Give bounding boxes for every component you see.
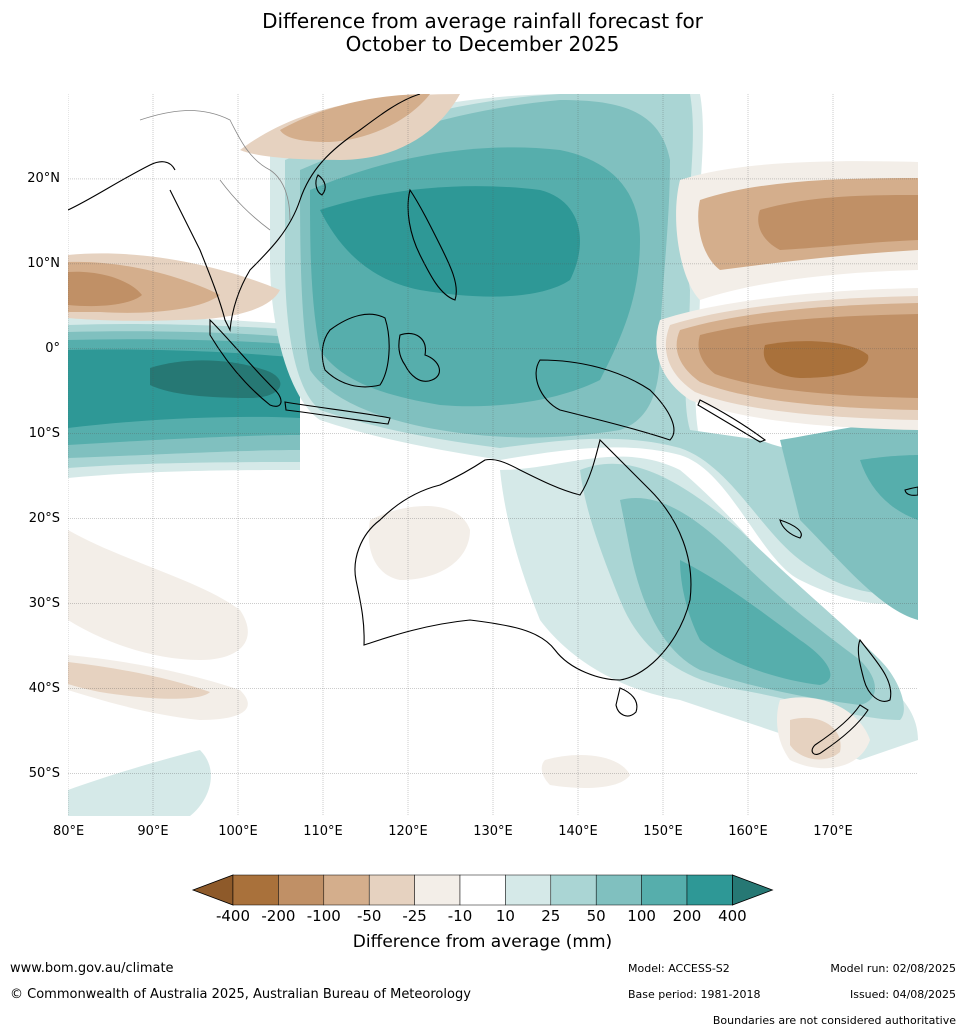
colorbar-swatch-7 <box>550 874 597 906</box>
australia-coastline <box>354 438 692 681</box>
colorbar-tick-7: 25 <box>541 907 561 925</box>
colorbar-swatch-9 <box>641 874 688 906</box>
colorbar-swatch-8 <box>595 874 642 906</box>
colorbar-swatch-1 <box>278 874 325 906</box>
dry-anomaly-south-china <box>240 94 460 160</box>
colorbar-tick-8: 50 <box>586 907 606 925</box>
new-zealand-north-island <box>857 638 892 702</box>
issued-date: Issued: 04/08/2025 <box>849 988 956 1001</box>
dry-anomaly-southern-ocean <box>68 506 870 788</box>
colorbar <box>191 874 774 906</box>
sumatra-coastline <box>209 318 282 407</box>
lon-label-170: 170°E <box>813 824 853 839</box>
colorbar-tick-2: -100 <box>306 907 341 925</box>
colorbar-tick-11: 400 <box>718 907 747 925</box>
dry-anomaly-north-pacific <box>676 161 918 300</box>
colorbar-tick-3: -50 <box>356 907 382 925</box>
wet-anomaly-south-pacific <box>780 420 918 620</box>
lat-label--20: 20°S <box>28 510 60 526</box>
colorbar-low-extend <box>191 874 234 906</box>
lat-label--10: 10°S <box>28 425 60 441</box>
map-title: Difference from average rainfall forecas… <box>0 10 965 56</box>
fiji-coastline <box>904 486 918 496</box>
title-line-2: October to December 2025 <box>345 32 620 56</box>
lat-label-0: 0° <box>45 340 60 356</box>
asia-coastline <box>169 94 421 332</box>
tasmania-coastline <box>615 687 638 717</box>
colorbar-swatch-10 <box>686 874 733 906</box>
country-borders <box>139 110 291 231</box>
copyright-notice: © Commonwealth of Australia 2025, Austra… <box>10 987 471 1002</box>
dry-anomaly-bay-of-bengal <box>68 253 280 321</box>
colorbar-swatch-5 <box>459 874 506 906</box>
colorbar-tick-9: 100 <box>627 907 656 925</box>
colorbar-swatch-4 <box>414 874 461 906</box>
gridlines <box>68 94 918 816</box>
colorbar-title: Difference from average (mm) <box>352 932 613 952</box>
new-caledonia-coastline <box>779 519 802 539</box>
lat-label-10: 10°N <box>27 255 60 271</box>
coastlines <box>68 94 918 755</box>
bom-url[interactable]: www.bom.gov.au/climate <box>10 961 174 976</box>
title-line-1: Difference from average rainfall forecas… <box>262 9 703 33</box>
wet-anomaly-southern-ocean-west <box>68 750 211 816</box>
colorbar-high-extend <box>732 874 774 906</box>
lon-label-160: 160°E <box>728 824 768 839</box>
wet-anomaly-indian-ocean <box>68 317 300 478</box>
map-area <box>68 94 918 816</box>
philippines-coastline <box>407 188 457 301</box>
java-coastline <box>284 401 391 425</box>
colorbar-tick-4: -25 <box>402 907 427 925</box>
lon-label-110: 110°E <box>303 824 343 839</box>
wet-anomaly-eastern-australia <box>500 456 918 760</box>
solomon-islands-coastline <box>697 399 767 443</box>
lon-label-150: 150°E <box>643 824 683 839</box>
model-name: Model: ACCESS-S2 <box>628 962 730 975</box>
dry-anomaly-west-pacific-equatorial <box>656 288 918 430</box>
colorbar-swatch-2 <box>323 874 370 906</box>
colorbar-swatch-0 <box>232 874 279 906</box>
colorbar-tick-5: -10 <box>447 907 473 925</box>
lon-label-140: 140°E <box>558 824 598 839</box>
colorbar-swatch-3 <box>368 874 415 906</box>
colorbar-swatch-6 <box>505 874 552 906</box>
borneo-coastline <box>321 313 390 388</box>
lat-label--50: 50°S <box>28 765 60 781</box>
lat-label--40: 40°S <box>28 680 60 696</box>
india-coastline <box>68 161 176 211</box>
lat-label--30: 30°S <box>28 595 60 611</box>
lon-label-80: 80°E <box>53 824 85 839</box>
lon-label-130: 130°E <box>473 824 513 839</box>
boundaries-disclaimer: Boundaries are not considered authoritat… <box>712 1014 956 1027</box>
lon-label-100: 100°E <box>218 824 258 839</box>
colorbar-tick-0: -400 <box>215 907 251 925</box>
new-zealand-south-island <box>811 704 869 755</box>
lon-label-90: 90°E <box>137 824 169 839</box>
colorbar-tick-6: 10 <box>495 907 515 925</box>
sulawesi-coastline <box>398 333 440 382</box>
lon-label-120: 120°E <box>388 824 428 839</box>
lat-label-20: 20°N <box>27 170 60 186</box>
base-period: Base period: 1981-2018 <box>628 988 761 1001</box>
colorbar-tick-10: 200 <box>672 907 702 925</box>
colorbar-tick-1: -200 <box>261 907 296 925</box>
model-run-date: Model run: 02/08/2025 <box>830 962 956 975</box>
new-guinea-coastline <box>535 359 675 441</box>
